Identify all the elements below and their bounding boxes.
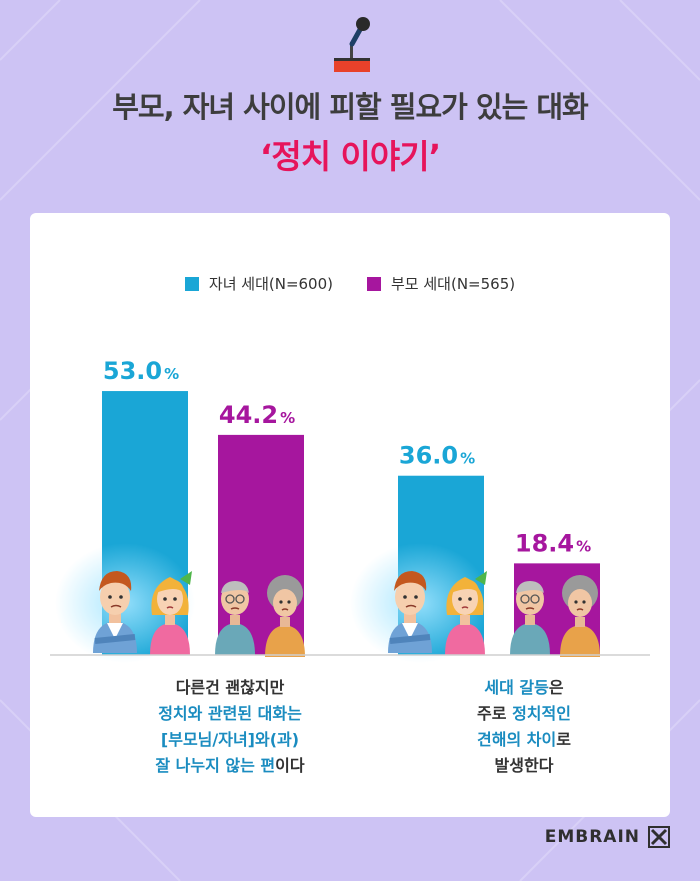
caption-text: 이다 (275, 756, 305, 775)
caption-line: 정치와 관련된 대화는 (100, 701, 360, 727)
caption-text: 다른건 괜찮지만 (175, 678, 285, 697)
caption-highlight: 정치적인 (512, 704, 571, 723)
percent-unit: % (164, 365, 179, 383)
caption-line: 세대 갈등은 (394, 675, 654, 701)
chart-card: 자녀 세대(N=600) 부모 세대(N=565) (30, 213, 670, 817)
bar-chart: 53.0 % 36.0 % 44.2 % 18.4% (50, 357, 650, 663)
chart-subtitle: ‘정치 이야기’ (259, 137, 441, 176)
characters-group-1 (55, 543, 306, 663)
caption-line: 다른건 괜찮지만 (100, 675, 360, 701)
percent-unit: % (576, 537, 591, 555)
brand-logo: EMBRAIN (545, 826, 670, 848)
legend-swatch-parents (367, 276, 381, 291)
percent-unit: % (280, 409, 295, 427)
data-label-parents-2: 18.4% (515, 529, 591, 557)
legend: 자녀 세대(N=600) 부모 세대(N=565) (30, 273, 670, 294)
caption-line: 주로 정치적인 (394, 701, 654, 727)
legend-item-parents: 부모 세대(N=565) (367, 273, 515, 294)
caption-highlight: 정치와 관련된 대화는 (158, 704, 302, 723)
percent-unit: % (460, 450, 475, 468)
caption-line: [부모님/자녀]와(과) (100, 727, 360, 753)
legend-swatch-children (184, 276, 199, 291)
caption-line: 견해의 차이로 (394, 727, 654, 753)
caption-highlight: 세대 갈등 (484, 678, 549, 697)
caption-text: 은 (548, 678, 564, 697)
caption-highlight: 잘 나누지 않는 편 (155, 756, 276, 775)
legend-label-parents: 부모 세대(N=565) (391, 275, 516, 293)
brand-name: EMBRAIN (544, 827, 640, 847)
legend-label-children: 자녀 세대(N=600) (208, 275, 333, 293)
data-label-children-2: 36.0% (399, 442, 475, 470)
caption-highlight: [부모님/자녀]와(과) (160, 730, 300, 749)
caption-highlight: 견해의 차이 (477, 730, 557, 749)
caption-parents: 세대 갈등은 주로 정치적인 견해의 차이로 발생한다 (394, 675, 654, 779)
legend-item-children: 자녀 세대(N=600) (184, 273, 333, 294)
caption-text: 로 (556, 730, 571, 749)
microphone-icon (334, 17, 370, 72)
caption-text: 주로 (477, 704, 513, 723)
caption-line: 잘 나누지 않는 편이다 (100, 753, 360, 779)
data-label-parents-1: 44.2% (219, 401, 295, 429)
caption-line: 발생한다 (394, 753, 654, 779)
chart-title: 부모, 자녀 사이에 피할 필요가 있는 대화 (112, 90, 588, 124)
data-label-children-1: 53.0% (103, 357, 179, 385)
embrain-logo-icon (648, 826, 670, 848)
caption-text: 발생한다 (494, 756, 554, 775)
characters-group-2 (350, 543, 601, 663)
